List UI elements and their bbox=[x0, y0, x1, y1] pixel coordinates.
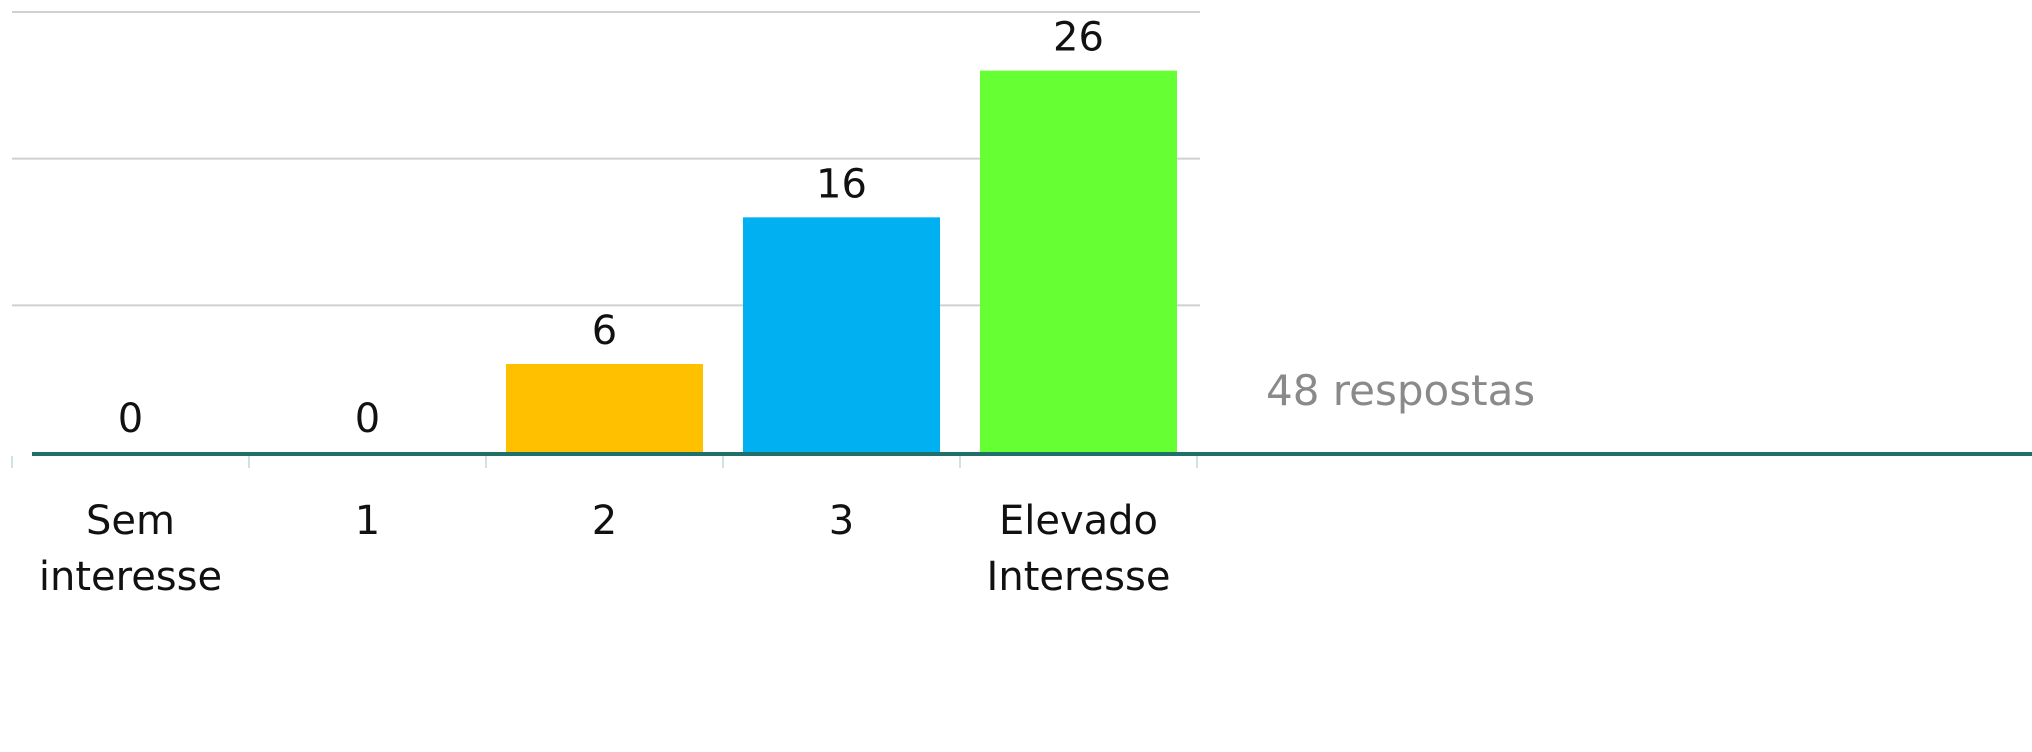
value-labels: 0 0 6 16 26 bbox=[118, 15, 1104, 442]
data-label: 16 bbox=[816, 161, 867, 207]
x-tick-label: Sem interesse bbox=[39, 498, 222, 600]
bar bbox=[980, 70, 1177, 453]
bar bbox=[743, 217, 940, 452]
data-label: 0 bbox=[355, 396, 380, 442]
data-label: 0 bbox=[118, 396, 143, 442]
x-tick-label: 2 bbox=[592, 498, 617, 544]
data-label: 26 bbox=[1053, 15, 1104, 61]
bars bbox=[506, 70, 1177, 453]
x-tick-labels: Sem interesse 1 2 3 Elevado Interesse bbox=[39, 498, 1171, 600]
x-axis bbox=[11, 452, 2032, 468]
x-tick-label: Elevado Interesse bbox=[987, 498, 1171, 600]
response-count-note: 48 respostas bbox=[1266, 366, 1536, 415]
x-tick-label: 1 bbox=[355, 498, 380, 544]
x-tick-label: 3 bbox=[829, 498, 854, 544]
data-label: 6 bbox=[592, 308, 617, 354]
bar bbox=[506, 364, 703, 452]
